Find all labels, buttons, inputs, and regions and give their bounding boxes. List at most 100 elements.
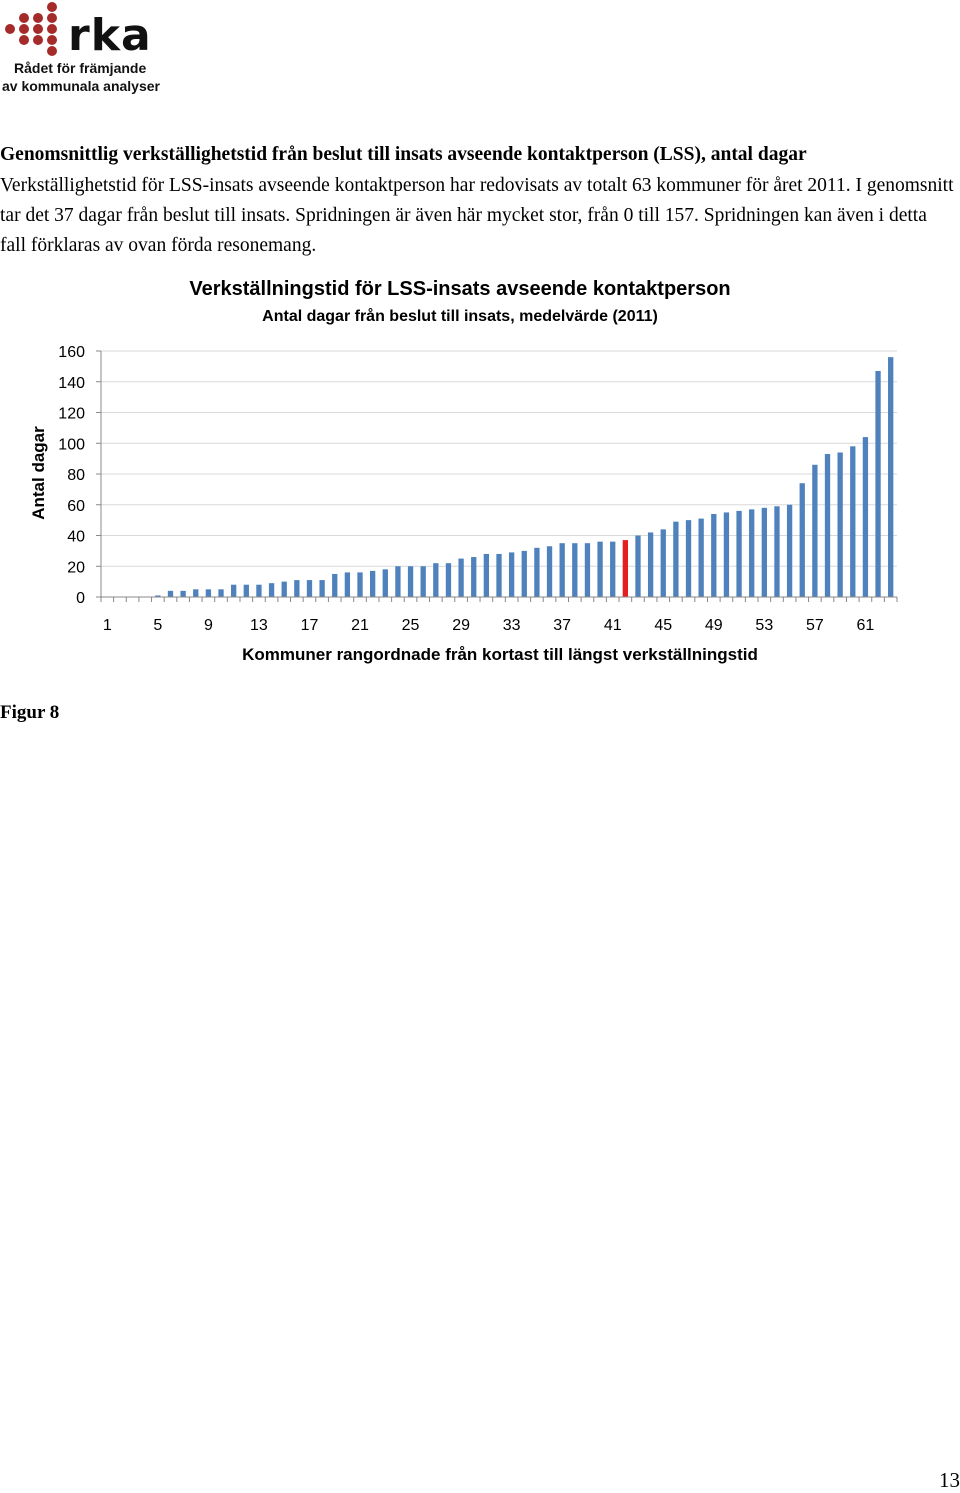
y-tick-label: 40 [67, 529, 85, 546]
bar [268, 583, 275, 597]
logo-dot [47, 35, 57, 45]
chart-subtitle: Antal dagar från beslut till insats, med… [262, 307, 658, 325]
body-paragraph: Verkställighetstid för LSS-insats avseen… [0, 175, 954, 256]
bar [660, 529, 666, 597]
bar [888, 357, 894, 597]
bar-highlight [622, 540, 629, 597]
logo-dot [47, 46, 57, 56]
bar [483, 553, 490, 597]
logo-word: rka [68, 10, 152, 61]
y-tick-label: 20 [67, 559, 85, 576]
axes: 0 20 40 60 80 100 120 140 160 1 5 9 13 17 21 25 29 33 37 41… [58, 344, 898, 634]
x-tick-label: 5 [153, 617, 162, 634]
y-tick-label: 120 [58, 406, 85, 423]
y-axis-title: Antal dagar [29, 426, 48, 520]
y-tick-label: 160 [58, 344, 85, 361]
x-tick-label: 53 [755, 617, 773, 634]
bar [837, 452, 843, 597]
logo-dot [19, 35, 29, 45]
y-tick-label: 100 [58, 436, 85, 453]
x-tick-label: 17 [301, 617, 319, 634]
y-tick-label: 60 [67, 498, 85, 515]
bar [559, 543, 565, 597]
bar [205, 589, 212, 597]
x-axis-title: Kommuner rangordnade från kortast till l… [242, 645, 758, 664]
x-tick-label: 25 [402, 617, 420, 634]
page-number: 13 [939, 1468, 960, 1492]
bar [875, 370, 881, 597]
x-tick-label: 9 [204, 617, 213, 634]
bar [749, 509, 755, 597]
x-tick-label: 49 [705, 617, 723, 634]
bar [736, 510, 742, 597]
rka-logo: rka Rådet för främjande av kommunala ana… [0, 0, 172, 100]
bar [534, 547, 540, 597]
bar [193, 589, 199, 597]
bar [218, 589, 224, 597]
x-tick-label: 29 [452, 617, 470, 634]
bar [458, 558, 464, 597]
bar [786, 504, 793, 597]
bar-chart: Verkställningstid för LSS-insats avseend… [29, 278, 898, 664]
bar [862, 437, 869, 597]
bar [572, 543, 578, 597]
logo-dot [19, 24, 29, 34]
bar [774, 506, 780, 597]
y-tick-label: 140 [58, 375, 85, 392]
x-tick-label: 1 [103, 617, 112, 634]
chart-title: Verkställningstid för LSS-insats avseend… [189, 278, 730, 300]
bar [824, 454, 831, 597]
bar [723, 512, 730, 597]
bar [711, 513, 717, 597]
bar [584, 543, 591, 597]
bar [319, 580, 325, 597]
bar [243, 584, 249, 597]
logo-dot [19, 13, 29, 23]
y-tick-label: 80 [67, 467, 85, 484]
bar [698, 518, 704, 597]
bar [344, 572, 351, 597]
bars [155, 357, 894, 597]
x-tick-label: 45 [654, 617, 672, 634]
x-tick-label: 33 [503, 617, 521, 634]
bar [306, 580, 313, 597]
logo-dot [5, 24, 15, 34]
bar [357, 572, 363, 597]
bar [231, 584, 237, 597]
x-tick-label: 37 [553, 617, 571, 634]
bar [673, 521, 679, 597]
bar [180, 590, 186, 597]
bar [521, 550, 527, 597]
bar [395, 566, 401, 597]
logo-tagline-line1: Rådet för främjande [14, 60, 147, 76]
bar [433, 563, 439, 597]
x-tick-label: 21 [351, 617, 369, 634]
x-tick-label: 57 [806, 617, 824, 634]
bar [799, 483, 805, 597]
bar [647, 532, 654, 597]
bar [850, 446, 856, 597]
bar [508, 552, 515, 597]
bar [597, 541, 603, 597]
x-tick-label: 41 [604, 617, 622, 634]
logo-dot [47, 24, 57, 34]
logo-dot [33, 13, 43, 23]
section-heading: Genomsnittlig verkställighetstid från be… [0, 144, 807, 165]
bar [294, 580, 300, 597]
bar [382, 569, 388, 597]
bar [685, 520, 692, 597]
bar [635, 535, 641, 597]
x-tick-label: 13 [250, 617, 268, 634]
bar [445, 563, 452, 597]
logo-tagline-line2: av kommunala analyser [2, 78, 160, 94]
bar [256, 584, 262, 597]
bar [471, 557, 477, 597]
logo-dot [33, 24, 43, 34]
bar [610, 541, 616, 597]
gridlines [101, 350, 897, 598]
bar [369, 570, 376, 597]
y-tick-label: 0 [76, 590, 85, 607]
bar [812, 464, 818, 597]
logo-dot [33, 35, 43, 45]
x-tick-label: 61 [857, 617, 875, 634]
